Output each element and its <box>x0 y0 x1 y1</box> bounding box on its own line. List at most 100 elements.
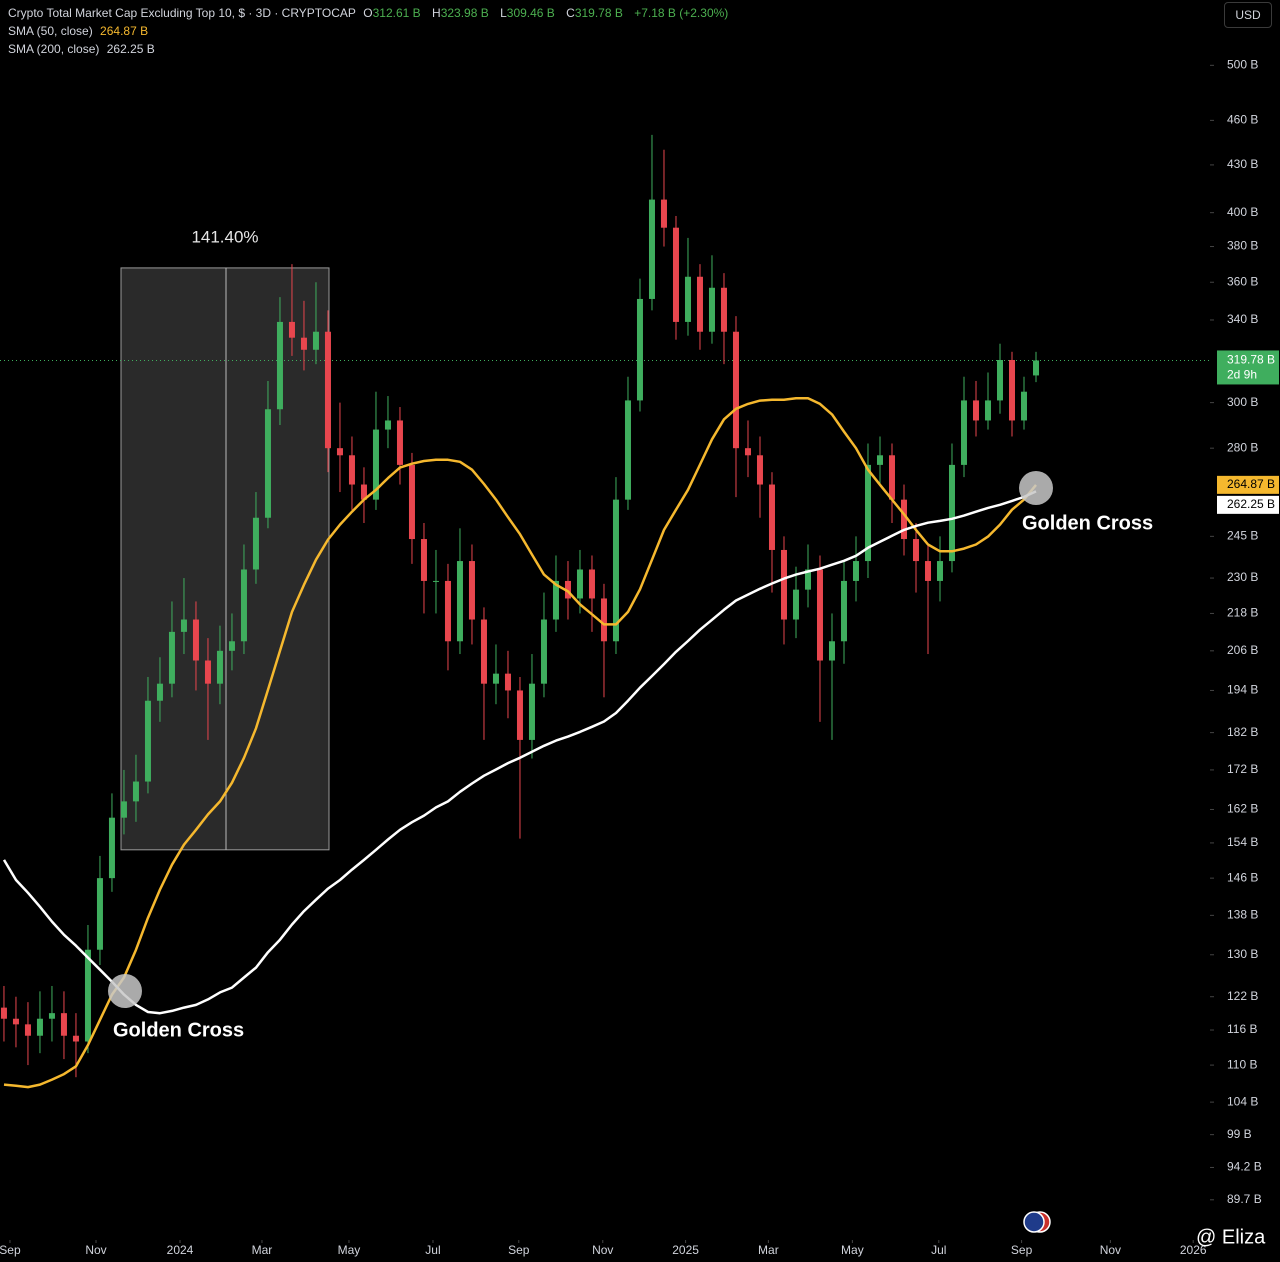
y-tick-label: 130 B <box>1227 947 1258 961</box>
candle-body <box>24 1024 31 1036</box>
sma-line <box>2 490 1037 1015</box>
x-tick-label: 2026 <box>1180 1243 1207 1257</box>
candle-body <box>504 673 511 691</box>
candle-body <box>576 569 583 599</box>
candle-body <box>156 683 163 701</box>
candle-body <box>672 227 679 322</box>
ohlc: C319.78 B <box>566 6 627 20</box>
ohlc-value: 319.78 B <box>574 6 623 20</box>
candle-body <box>756 455 763 485</box>
x-tick-label: 2024 <box>167 1243 194 1257</box>
candle-body <box>552 580 559 620</box>
candle-body <box>444 580 451 642</box>
candle-body <box>300 337 307 350</box>
countdown: 2d 9h <box>1227 368 1257 382</box>
ohlc-value: 312.61 B <box>372 6 421 20</box>
candle-body <box>456 561 463 642</box>
measure-box <box>120 267 330 851</box>
x-tick-label: Mar <box>252 1243 273 1257</box>
sma-line <box>3 396 1037 1089</box>
legend-row: SMA (50, close) 264.87 B <box>8 22 152 40</box>
y-tick-label: 138 B <box>1227 908 1258 922</box>
legend-value: 262.25 B <box>106 42 155 56</box>
candle-body <box>864 464 871 562</box>
candle-body <box>828 641 835 661</box>
y-tick-label: 89.7 B <box>1227 1192 1262 1206</box>
y-tick-label: 110 B <box>1227 1057 1257 1071</box>
candle-body <box>516 690 523 740</box>
candle-body <box>648 199 655 299</box>
candle-body <box>708 287 715 332</box>
candle-body <box>468 561 475 620</box>
axis: 500 B 460 B 430 B 400 B 380 B 360 B 340 B 300 B… <box>0 58 1279 1257</box>
legend-value: 264.87 B <box>100 24 149 38</box>
legend-name: SMA (50, close) <box>8 24 93 38</box>
candle-body <box>540 619 547 684</box>
candle-body <box>360 484 367 500</box>
x-tick-label: May <box>841 1243 864 1257</box>
header-line: Crypto Total Market Cap Excluding Top 10… <box>8 4 732 22</box>
candle-body <box>0 1007 7 1019</box>
lines <box>2 396 1037 1089</box>
ohlc: H323.98 B <box>432 6 493 20</box>
y-tick-label: 194 B <box>1227 683 1258 697</box>
candle-body <box>36 1018 43 1036</box>
candle-body <box>720 287 727 332</box>
y-tick-label: 340 B <box>1227 312 1258 326</box>
candle-body <box>912 539 919 562</box>
ohlc-key: O <box>363 6 373 20</box>
candle-body <box>480 619 487 684</box>
candle-body <box>876 455 883 465</box>
legend-row: SMA (200, close) 262.25 B <box>8 40 159 58</box>
ohlc-value: 323.98 B <box>440 6 489 20</box>
y-tick-label: 380 B <box>1227 239 1258 253</box>
candle-body <box>60 1013 67 1036</box>
y-tick-label: 94.2 B <box>1227 1160 1262 1174</box>
y-tick-label: 460 B <box>1227 113 1258 127</box>
candle-body <box>972 400 979 421</box>
ohlc-key: L <box>500 6 507 20</box>
watermark: @ Eliza <box>1196 1226 1266 1248</box>
candle-body <box>180 619 187 632</box>
candle-body <box>276 321 283 410</box>
candle-body <box>684 276 691 322</box>
flag-icon <box>1023 1211 1045 1233</box>
candle-body <box>852 561 859 581</box>
candle-body <box>960 400 967 465</box>
cross-marker <box>1019 471 1053 505</box>
x-tick-label: 2025 <box>672 1243 699 1257</box>
candle-body <box>900 499 907 540</box>
candle-body <box>108 817 115 879</box>
y-tick-label: 360 B <box>1227 274 1258 288</box>
candle-body <box>768 484 775 550</box>
candle-body <box>588 569 595 599</box>
measure-label: 141.40% <box>191 227 258 246</box>
candle-body <box>612 499 619 642</box>
candle-body <box>12 1018 19 1025</box>
sma-label-box <box>1217 475 1279 494</box>
sma-label-box <box>1217 495 1279 514</box>
x-tick-label: May <box>338 1243 361 1257</box>
symbol-title: Crypto Total Market Cap Excluding Top 10… <box>8 6 356 20</box>
candle-body <box>624 400 631 500</box>
grid <box>0 267 1210 850</box>
y-tick-label: 154 B <box>1227 835 1258 849</box>
x-tick-label: Nov <box>1100 1243 1121 1257</box>
y-tick-label: 245 B <box>1227 529 1258 543</box>
candle-body <box>732 331 739 449</box>
candle-body <box>1032 360 1039 376</box>
x-tick-label: Sep <box>0 1243 21 1257</box>
candle-body <box>168 631 175 684</box>
ohlc: O312.61 B <box>363 6 424 20</box>
candle-body <box>1020 391 1027 421</box>
y-tick-label: 122 B <box>1227 989 1258 1003</box>
x-tick-label: Sep <box>508 1243 530 1257</box>
candle-body <box>216 650 223 684</box>
ohlc-value: 309.46 B <box>506 6 555 20</box>
candle-body <box>984 400 991 421</box>
candle-body <box>804 569 811 590</box>
candle-body <box>372 429 379 500</box>
currency-button[interactable]: USD <box>1224 2 1272 28</box>
candle-body <box>384 420 391 430</box>
